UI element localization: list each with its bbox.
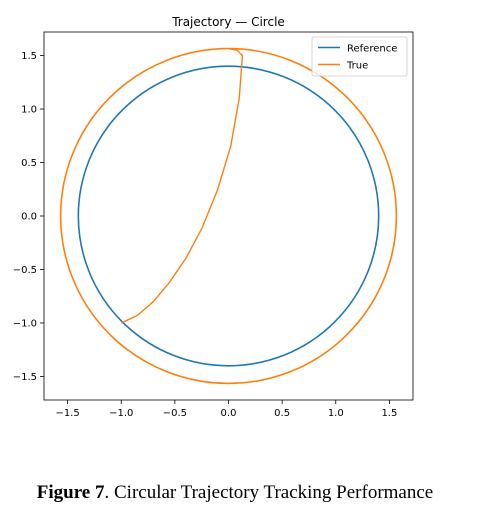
series-true-line <box>59 47 398 385</box>
y-tick-label: 1.0 <box>21 105 37 116</box>
plot-area <box>59 47 398 385</box>
figure-caption: Figure 7. Circular Trajectory Tracking P… <box>0 482 470 504</box>
y-tick-label: −1.0 <box>13 318 37 329</box>
x-tick-label: −0.5 <box>163 408 187 419</box>
x-tick-label: 1.0 <box>328 408 344 419</box>
x-tick-label: 1.5 <box>381 408 397 419</box>
caption-label: Figure 7 <box>36 482 105 503</box>
y-tick-label: 1.5 <box>21 51 37 62</box>
y-tick-label: −0.5 <box>13 265 37 276</box>
x-tick-label: 0.5 <box>274 408 290 419</box>
chart-title: Trajectory — Circle <box>171 15 285 29</box>
x-tick-label: −1.0 <box>109 408 133 419</box>
legend: Reference True <box>311 36 408 77</box>
x-tick-label: 0.0 <box>221 408 237 419</box>
y-tick-label: 0.0 <box>21 212 37 223</box>
y-tick-label: −1.5 <box>13 372 37 383</box>
y-tick-label: 0.5 <box>21 158 37 169</box>
caption-text: . Circular Trajectory Tracking Performan… <box>104 482 434 503</box>
series-reference-line <box>77 65 380 367</box>
axes-frame <box>43 31 414 401</box>
x-axis: −1.5 −1.0 −0.5 0.0 0.5 1.0 1.5 <box>55 400 397 419</box>
legend-label-reference: Reference <box>347 44 397 55</box>
y-axis: −1.5 −1.0 −0.5 0.0 0.5 1.0 1.5 <box>13 51 44 383</box>
chart-figure: −1.5 −1.0 −0.5 0.0 0.5 1.0 1.5 −1.5 −1.0 −0.5 0.0… <box>13 15 414 419</box>
x-tick-label: −1.5 <box>55 408 79 419</box>
legend-label-true: True <box>346 61 368 72</box>
series-true-transient <box>120 47 244 324</box>
